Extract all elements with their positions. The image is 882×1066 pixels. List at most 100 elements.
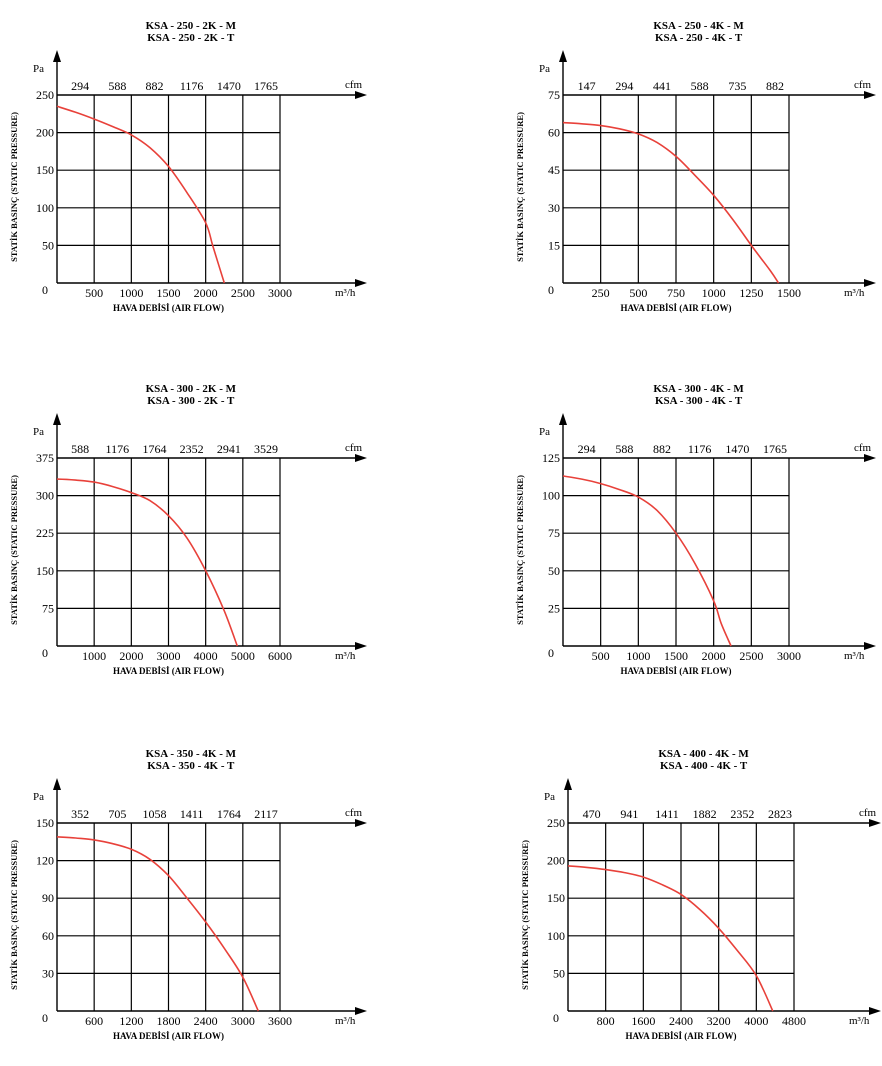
x-axis-title: HAVA DEBİSİ (AIR FLOW) xyxy=(626,1031,737,1041)
x-tick-label: 2000 xyxy=(119,649,143,663)
x-tick-label: 2500 xyxy=(739,649,763,663)
x-tick-label: 500 xyxy=(85,286,103,300)
chart-title-line: KSA - 300 - 4K - M xyxy=(653,383,744,395)
cfm-tick-label: 470 xyxy=(583,807,601,821)
x-unit-label: m³/h xyxy=(849,1015,870,1027)
y-axis-arrow-icon xyxy=(564,778,572,790)
x-tick-label: 3200 xyxy=(707,1014,731,1028)
x-tick-label: 1000 xyxy=(626,649,650,663)
chart-title-line: KSA - 400 - 4K - T xyxy=(660,760,748,772)
x-tick-label: 1800 xyxy=(157,1014,181,1028)
y-tick-label: 60 xyxy=(548,126,560,140)
cfm-tick-label: 1882 xyxy=(693,807,717,821)
y-axis-title: STATİK BASINÇ (STATIC PRESSURE) xyxy=(515,475,525,625)
y-tick-label: 120 xyxy=(36,854,54,868)
x-tick-label: 2000 xyxy=(194,286,218,300)
cfm-tick-label: 294 xyxy=(615,79,633,93)
cfm-tick-label: 294 xyxy=(578,442,596,456)
cfm-tick-label: 352 xyxy=(71,807,89,821)
x-axis-title: HAVA DEBİSİ (AIR FLOW) xyxy=(113,666,224,676)
y-tick-label: 150 xyxy=(36,564,54,578)
x-unit-label: m³/h xyxy=(844,287,865,299)
x-axis-arrow-icon xyxy=(864,279,876,287)
cfm-tick-label: 1765 xyxy=(763,442,787,456)
y-tick-label: 30 xyxy=(42,966,54,980)
x-axis-title: HAVA DEBİSİ (AIR FLOW) xyxy=(113,303,224,313)
cfm-tick-label: 1470 xyxy=(725,442,749,456)
cfm-axis-arrow-icon xyxy=(864,454,876,462)
cfm-tick-label: 705 xyxy=(108,807,126,821)
chart-title-line: KSA - 250 - 2K - M xyxy=(146,20,237,32)
y-tick-label: 150 xyxy=(36,163,54,177)
x-tick-label: 2400 xyxy=(669,1014,693,1028)
x-tick-label: 800 xyxy=(597,1014,615,1028)
cfm-unit-label: cfm xyxy=(345,807,363,819)
x-tick-label: 1250 xyxy=(739,286,763,300)
y-tick-label: 250 xyxy=(36,88,54,102)
x-axis-arrow-icon xyxy=(869,1007,881,1015)
x-unit-label: m³/h xyxy=(335,650,356,662)
x-tick-label: 250 xyxy=(592,286,610,300)
chart-title-line: KSA - 350 - 4K - T xyxy=(147,760,235,772)
chart-title-line: KSA - 400 - 4K - M xyxy=(658,748,749,760)
cfm-tick-label: 735 xyxy=(728,79,746,93)
y-unit-label: Pa xyxy=(33,791,44,803)
y-tick-label: 250 xyxy=(547,816,565,830)
cfm-tick-label: 1411 xyxy=(655,807,679,821)
x-axis-arrow-icon xyxy=(864,642,876,650)
x-axis-title: HAVA DEBİSİ (AIR FLOW) xyxy=(113,1031,224,1041)
chart-title-line: KSA - 250 - 4K - M xyxy=(653,20,744,32)
cfm-tick-label: 2117 xyxy=(254,807,278,821)
cfm-unit-label: cfm xyxy=(345,79,363,91)
x-tick-label: 1000 xyxy=(82,649,106,663)
y-tick-label: 100 xyxy=(542,489,560,503)
x-axis-arrow-icon xyxy=(355,1007,367,1015)
cfm-tick-label: 441 xyxy=(653,79,671,93)
y-tick-label: 225 xyxy=(36,526,54,540)
y-unit-label: Pa xyxy=(33,63,44,75)
cfm-tick-label: 588 xyxy=(691,79,709,93)
cfm-tick-label: 2823 xyxy=(768,807,792,821)
x-tick-label: 6000 xyxy=(268,649,292,663)
y-unit-label: Pa xyxy=(539,63,550,75)
y-tick-label: 300 xyxy=(36,489,54,503)
y-tick-label: 100 xyxy=(36,201,54,215)
cfm-tick-label: 1176 xyxy=(688,442,712,456)
cfm-tick-label: 882 xyxy=(653,442,671,456)
fan-curve-line xyxy=(567,865,774,1012)
y-tick-label: 50 xyxy=(42,238,54,252)
x-tick-label: 4000 xyxy=(194,649,218,663)
y-tick-label: 45 xyxy=(548,163,560,177)
x-tick-label: 1500 xyxy=(157,286,181,300)
y-tick-label: 200 xyxy=(36,126,54,140)
y-axis-arrow-icon xyxy=(559,50,567,62)
fan-curve-line xyxy=(56,836,260,1012)
y-axis-title: STATİK BASINÇ (STATIC PRESSURE) xyxy=(9,840,19,990)
cfm-tick-label: 1176 xyxy=(106,442,130,456)
fan-curve-line xyxy=(56,105,226,284)
origin-tick-label: 0 xyxy=(42,1011,48,1025)
y-tick-label: 150 xyxy=(36,816,54,830)
y-tick-label: 200 xyxy=(547,854,565,868)
x-tick-label: 1500 xyxy=(664,649,688,663)
x-axis-title: HAVA DEBİSİ (AIR FLOW) xyxy=(621,303,732,313)
y-unit-label: Pa xyxy=(33,426,44,438)
cfm-axis-arrow-icon xyxy=(355,819,367,827)
y-tick-label: 150 xyxy=(547,891,565,905)
cfm-axis-arrow-icon xyxy=(355,91,367,99)
x-tick-label: 1500 xyxy=(777,286,801,300)
y-axis-title: STATİK BASINÇ (STATIC PRESSURE) xyxy=(515,112,525,262)
cfm-tick-label: 2941 xyxy=(217,442,241,456)
y-tick-label: 60 xyxy=(42,929,54,943)
y-tick-label: 50 xyxy=(553,966,565,980)
y-tick-label: 90 xyxy=(42,891,54,905)
y-axis-title: STATİK BASINÇ (STATIC PRESSURE) xyxy=(520,840,530,990)
y-axis-title: STATİK BASINÇ (STATIC PRESSURE) xyxy=(9,112,19,262)
y-unit-label: Pa xyxy=(539,426,550,438)
cfm-tick-label: 588 xyxy=(615,442,633,456)
x-tick-label: 3000 xyxy=(777,649,801,663)
